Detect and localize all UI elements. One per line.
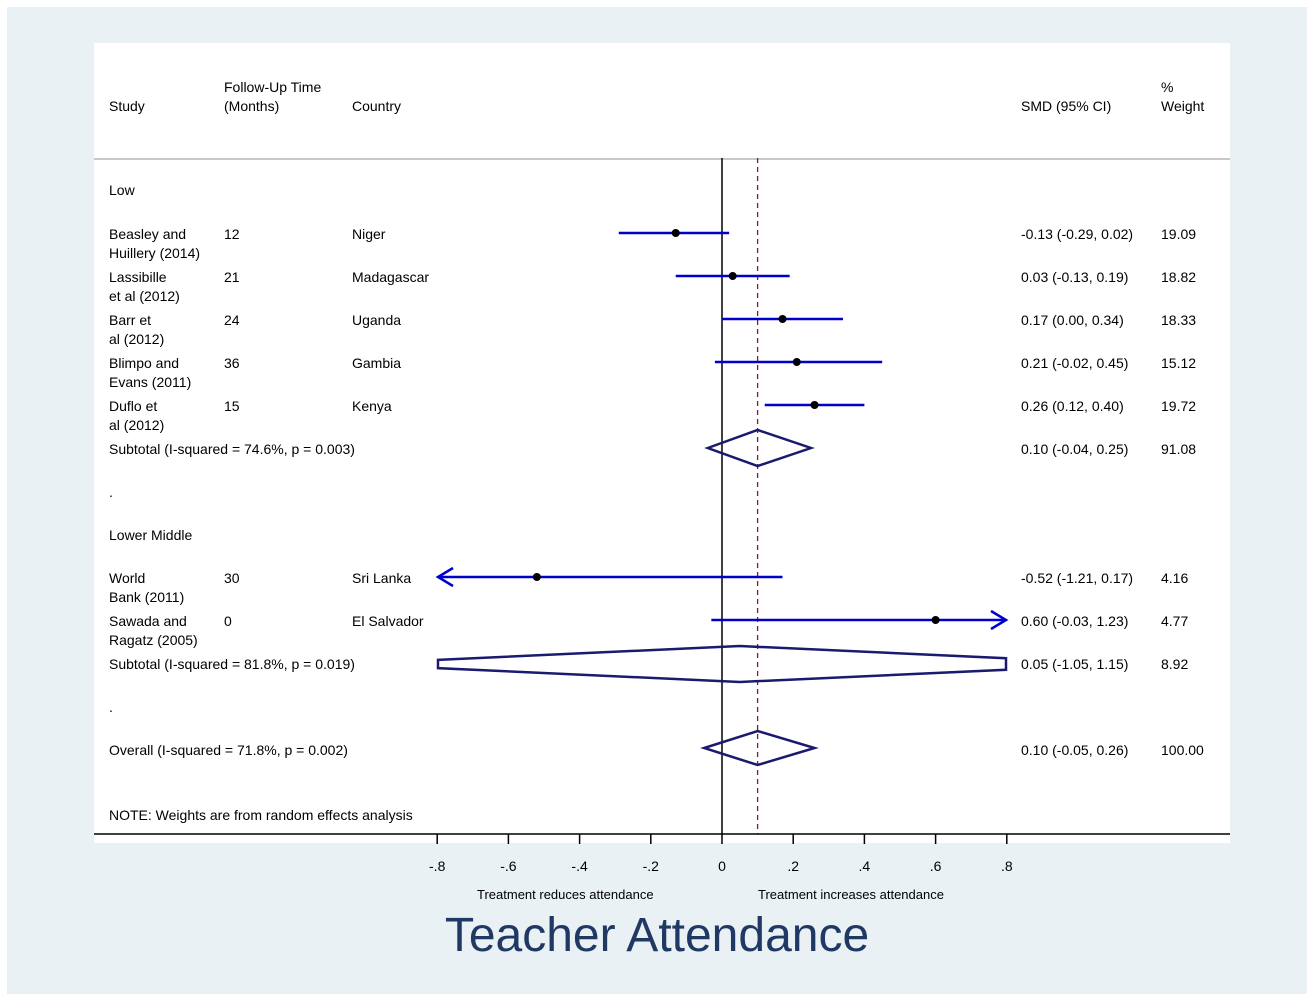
header-divider	[94, 158, 1230, 160]
study-weight: 18.33	[1161, 312, 1197, 328]
study-name-line2: Huillery (2014)	[109, 245, 201, 261]
point-estimate	[810, 401, 819, 409]
point-estimate	[728, 272, 737, 280]
header-weight-line1: %	[1161, 79, 1174, 95]
subtotal-ci-text: 0.10 (-0.04, 0.25)	[1021, 441, 1129, 457]
study-name-line1: Barr et	[109, 312, 152, 328]
x-tick-label: -.8	[429, 858, 446, 874]
study-followup: 30	[224, 570, 240, 586]
ci-arrow-right	[990, 609, 1009, 631]
point-estimate	[671, 229, 680, 237]
x-label-right: Treatment increases attendance	[758, 887, 944, 902]
study-weight: 4.77	[1161, 613, 1189, 629]
study-ci-text: 0.17 (0.00, 0.34)	[1021, 312, 1124, 328]
subtotal-weight: 8.92	[1161, 656, 1189, 672]
study-name-line1: Lassibille	[109, 269, 167, 285]
study-followup: 15	[224, 398, 240, 414]
study-name-line1: Duflo et	[109, 398, 158, 414]
x-tick-label: 0	[718, 858, 726, 874]
plot-area	[94, 43, 1230, 843]
pooled-diamond	[700, 729, 819, 767]
overall-weight: 100.00	[1161, 742, 1204, 758]
header-smd: SMD (95% CI)	[1021, 98, 1112, 114]
study-followup: 12	[224, 226, 240, 242]
point-estimate	[778, 315, 787, 323]
x-tick-label: -.4	[571, 858, 588, 874]
study-ci-text: 0.60 (-0.03, 1.23)	[1021, 613, 1129, 629]
header-followup-line2: (Months)	[224, 98, 280, 114]
study-ci-text: -0.13 (-0.29, 0.02)	[1021, 226, 1134, 242]
study-followup: 21	[224, 269, 240, 285]
x-tick-label: .6	[930, 858, 942, 874]
study-weight: 19.72	[1161, 398, 1197, 414]
study-name-line2: Evans (2011)	[109, 374, 192, 390]
study-name-line1: Blimpo and	[109, 355, 180, 371]
header-followup-line1: Follow-Up Time	[224, 79, 322, 95]
study-country: Madagascar	[352, 269, 430, 285]
header-study: Study	[109, 98, 145, 114]
study-country: Gambia	[352, 355, 402, 371]
point-estimate	[931, 616, 940, 624]
study-weight: 4.16	[1161, 570, 1189, 586]
study-weight: 18.82	[1161, 269, 1197, 285]
chart-title: Teacher Attendance	[444, 909, 870, 962]
x-tick-label: .4	[859, 858, 871, 874]
study-name-line2: Ragatz (2005)	[109, 632, 198, 648]
group-label-low: Low	[109, 182, 135, 198]
subtotal-weight: 91.08	[1161, 441, 1197, 457]
x-tick-label: -.6	[500, 858, 517, 874]
header-weight-line2: Weight	[1161, 98, 1205, 114]
overall-label: Overall (I-squared = 71.8%, p = 0.002)	[109, 742, 348, 758]
study-weight: 19.09	[1161, 226, 1197, 242]
study-ci-text: 0.03 (-0.13, 0.19)	[1021, 269, 1129, 285]
pooled-diamond	[704, 428, 815, 468]
x-label-left: Treatment reduces attendance	[477, 887, 654, 902]
study-name-line1: Sawada and	[109, 613, 187, 629]
x-tick-label: .8	[1001, 858, 1013, 874]
ci-arrow-left	[435, 566, 454, 588]
subtotal-label: Subtotal (I-squared = 74.6%, p = 0.003)	[109, 441, 355, 457]
study-country: Niger	[352, 226, 386, 242]
subtotal-label: Subtotal (I-squared = 81.8%, p = 0.019)	[109, 656, 355, 672]
study-name-line2: Bank (2011)	[109, 589, 185, 605]
study-country: Uganda	[352, 312, 402, 328]
point-estimate	[532, 573, 541, 581]
subtotal-ci-text: 0.05 (-1.05, 1.15)	[1021, 656, 1129, 672]
study-country: Sri Lanka	[352, 570, 412, 586]
study-name-line1: Beasley and	[109, 226, 187, 242]
study-ci-text: -0.52 (-1.21, 0.17)	[1021, 570, 1134, 586]
study-country: Kenya	[352, 398, 392, 414]
study-country: El Salvador	[352, 613, 424, 629]
study-name-line2: al (2012)	[109, 331, 165, 347]
study-ci-text: 0.26 (0.12, 0.40)	[1021, 398, 1124, 414]
overall-ci-text: 0.10 (-0.05, 0.26)	[1021, 742, 1129, 758]
group-separator: .	[109, 484, 113, 500]
study-name-line2: al (2012)	[109, 417, 165, 433]
group-label-lower-middle: Lower Middle	[109, 527, 193, 543]
study-followup: 36	[224, 355, 240, 371]
point-estimate	[792, 358, 801, 366]
note-text: NOTE: Weights are from random effects an…	[109, 807, 413, 823]
study-followup: 0	[224, 613, 232, 629]
pooled-diamond-truncated	[436, 644, 1008, 684]
study-weight: 15.12	[1161, 355, 1197, 371]
x-tick-label: -.2	[643, 858, 660, 874]
header-country: Country	[352, 98, 402, 114]
group-separator: .	[109, 699, 113, 715]
study-name-line2: et al (2012)	[109, 288, 180, 304]
study-ci-text: 0.21 (-0.02, 0.45)	[1021, 355, 1129, 371]
study-followup: 24	[224, 312, 240, 328]
x-tick-label: .2	[787, 858, 799, 874]
study-name-line1: World	[109, 570, 146, 586]
